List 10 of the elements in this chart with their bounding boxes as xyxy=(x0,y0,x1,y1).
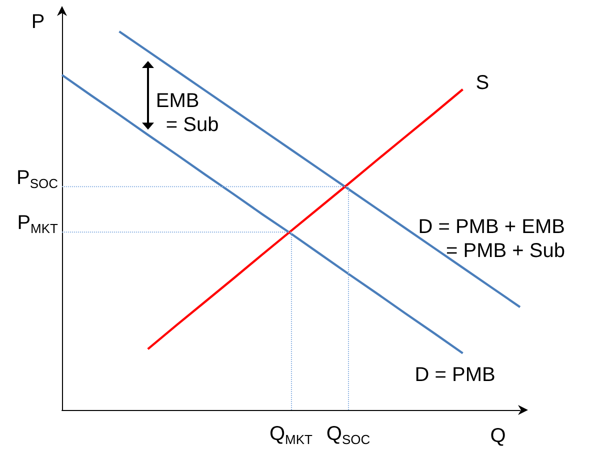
series-label: D = PMB xyxy=(414,363,496,388)
x-axis-title: Q xyxy=(490,424,506,448)
text: P$_{MKT}$ xyxy=(17,211,58,236)
annotation: EMB = Sub xyxy=(156,90,219,136)
x-tick-label: Q$_{SOC}$ xyxy=(326,422,370,447)
x-tick-label: Q$_{MKT}$ xyxy=(269,422,313,447)
text: P$_{SOC}$ xyxy=(16,166,58,191)
series-label: S xyxy=(476,71,490,96)
y-axis-title: P xyxy=(31,10,45,34)
series-label: D = PMB + EMB = PMB + Sub xyxy=(418,215,565,264)
